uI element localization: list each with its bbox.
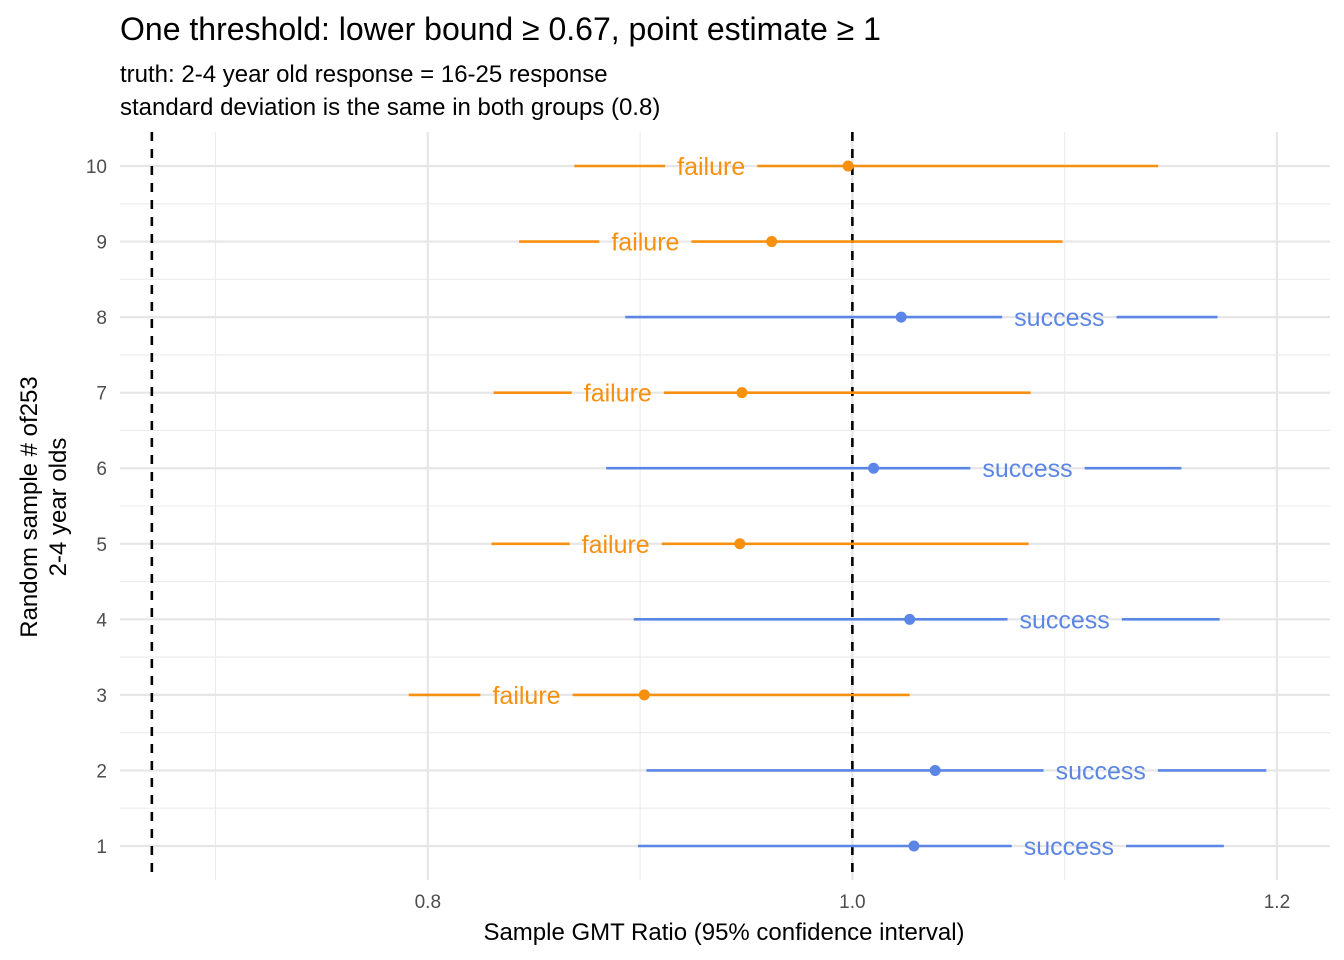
point-estimate: [904, 613, 916, 625]
y-axis-tick-labels: 1 2 3 4 5 6 7 8 9 10: [86, 157, 108, 858]
point-estimate: [638, 689, 650, 701]
status-label-failure: failure: [582, 531, 650, 559]
y-tick-label: 4: [96, 610, 107, 631]
x-tick-label: 1.2: [1264, 892, 1290, 913]
y-tick-label: 2: [96, 761, 107, 782]
point-estimate: [842, 160, 854, 172]
y-tick-label: 8: [96, 308, 107, 329]
x-tick-label: 1.0: [839, 892, 865, 913]
status-label-failure: failure: [492, 682, 560, 710]
confidence-intervals: [408, 164, 1267, 848]
point-estimate: [734, 538, 746, 550]
status-label-failure: failure: [611, 229, 679, 257]
status-label-success: success: [1056, 757, 1146, 785]
status-label-failure: failure: [584, 380, 652, 408]
status-labels: success success failure success failure succe…: [492, 153, 1145, 861]
status-label-success: success: [982, 455, 1072, 483]
status-label-failure: failure: [677, 153, 745, 181]
y-axis-title-line-2: 2-4 year olds: [45, 438, 72, 577]
point-estimate: [895, 311, 907, 323]
x-axis-tick-labels: 0.8 1.0 1.2: [415, 892, 1291, 913]
y-tick-label: 3: [96, 686, 107, 707]
status-label-success: success: [1019, 606, 1109, 634]
point-estimate: [929, 764, 941, 776]
chart-title: One threshold: lower bound ≥ 0.67, point…: [120, 11, 881, 47]
point-estimates: [638, 160, 941, 852]
y-tick-label: 7: [96, 384, 107, 405]
chart-subtitle-line-2: standard deviation is the same in both g…: [120, 94, 660, 121]
y-tick-label: 6: [96, 459, 107, 480]
point-estimate: [908, 840, 920, 852]
y-tick-label: 10: [86, 157, 107, 178]
x-tick-label: 0.8: [415, 892, 441, 913]
point-estimate: [766, 236, 778, 248]
status-label-success: success: [1014, 304, 1104, 332]
y-tick-label: 9: [96, 233, 107, 254]
x-axis-title: Sample GMT Ratio (95% confidence interva…: [483, 919, 964, 946]
chart-subtitle-line-1: truth: 2-4 year old response = 16-25 res…: [120, 61, 608, 88]
y-tick-label: 1: [96, 837, 107, 858]
point-estimate: [868, 462, 880, 474]
y-axis-title-line-1: Random sample # of253: [16, 376, 43, 638]
minor-gridlines: [120, 132, 1330, 880]
reference-lines: [150, 132, 854, 880]
status-label-success: success: [1024, 833, 1114, 861]
y-axis-title: Random sample # of253 2-4 year olds: [16, 376, 72, 638]
y-tick-label: 5: [96, 535, 107, 556]
point-estimate: [736, 387, 748, 399]
